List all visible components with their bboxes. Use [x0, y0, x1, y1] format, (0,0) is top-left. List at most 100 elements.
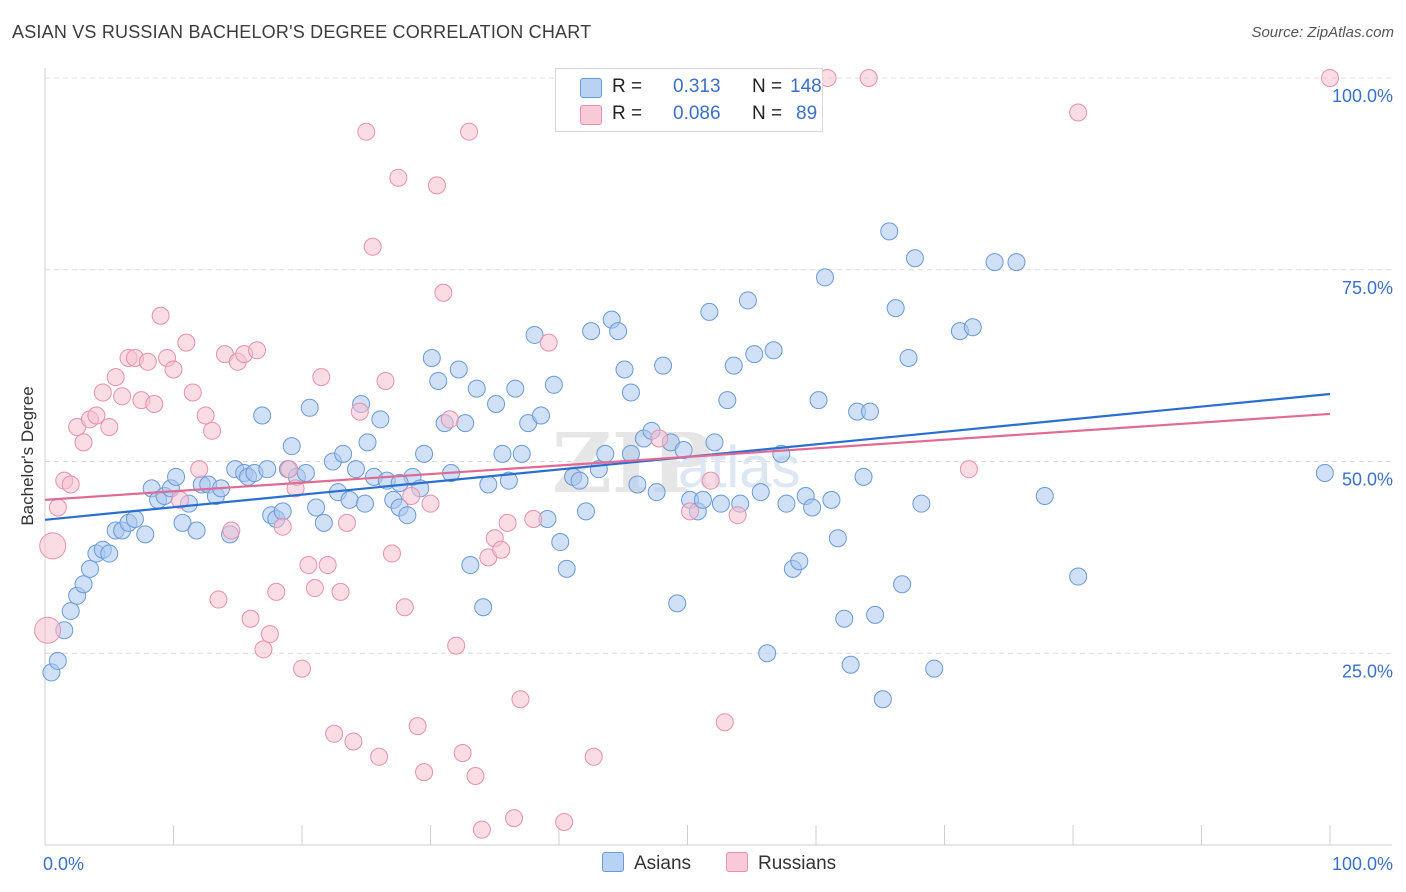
bottom-legend-asians[interactable]: Asians [602, 852, 691, 875]
russian-point-38 [280, 460, 299, 479]
asian-point-19 [167, 467, 186, 486]
asian-point-85 [582, 322, 601, 341]
asian-point-73 [506, 379, 525, 398]
asian-point-61 [429, 371, 448, 390]
russian-point-0 [34, 616, 62, 644]
asian-point-5 [74, 575, 93, 594]
russian-point-48 [344, 732, 363, 751]
asian-point-89 [609, 322, 628, 341]
russian-point-23 [183, 383, 202, 402]
asian-point-147 [355, 494, 374, 513]
y-tick-label-2: 75.0% [1342, 278, 1393, 298]
russian-point-29 [222, 521, 241, 540]
russian-point-59 [415, 763, 434, 782]
russian-point-83 [728, 506, 747, 525]
russians-legend-label: Russians [758, 853, 837, 874]
russian-point-73 [505, 809, 524, 828]
asian-point-59 [415, 444, 434, 463]
asian-point-142 [1035, 487, 1054, 506]
russian-point-20 [164, 360, 183, 379]
asian-point-129 [866, 605, 885, 624]
russian-trendline [44, 412, 1331, 501]
y-tick-label-0: 25.0% [1342, 661, 1393, 681]
asian-point-107 [724, 356, 743, 375]
asian-point-81 [557, 559, 576, 578]
gridlines [45, 77, 1395, 654]
bottom-legend-russians[interactable]: Russians [726, 852, 836, 875]
russian-point-88 [1321, 69, 1339, 87]
y-tick-label-1: 50.0% [1342, 470, 1393, 490]
russian-point-75 [524, 510, 543, 529]
asian-point-9 [100, 544, 119, 563]
asian-point-109 [738, 291, 757, 310]
russian-point-1 [39, 532, 67, 560]
asian-point-106 [718, 391, 737, 410]
asian-point-43 [314, 513, 333, 532]
chart-title: ASIAN VS RUSSIAN BACHELOR'S DEGREE CORRE… [12, 22, 592, 42]
russian-point-47 [337, 513, 356, 532]
asian-point-42 [307, 498, 326, 517]
trendlines [44, 392, 1331, 521]
asian-point-124 [835, 609, 854, 628]
asian-point-46 [334, 444, 353, 463]
russian-point-76 [539, 333, 558, 352]
russians-swatch [580, 105, 602, 125]
russian-point-25 [196, 406, 215, 425]
asian-point-98 [668, 594, 687, 613]
asian-point-128 [860, 402, 879, 421]
asian-point-141 [1007, 253, 1026, 272]
russian-point-86 [959, 460, 978, 479]
russian-point-40 [293, 659, 311, 678]
russian-point-78 [584, 747, 603, 766]
asian-point-90 [615, 360, 634, 379]
asian-point-76 [525, 325, 544, 344]
tick-labels: 25.0% 50.0% 75.0% 100.0% 0.0% 100.0% [43, 86, 1393, 874]
russian-point-11 [106, 368, 125, 387]
asian-point-67 [467, 379, 486, 398]
asian-point-125 [841, 655, 860, 674]
asians-swatch [580, 78, 602, 98]
asian-point-127 [854, 467, 873, 486]
asian-point-121 [815, 268, 834, 287]
asian-point-36 [273, 502, 292, 521]
asian-point-110 [745, 345, 764, 364]
asian-point-104 [705, 433, 724, 452]
asian-point-1 [48, 651, 67, 670]
russians-n-label: N = [752, 103, 783, 124]
russian-point-72 [498, 513, 517, 532]
russian-point-37 [273, 517, 292, 536]
asian-point-65 [456, 414, 475, 433]
asian-point-70 [487, 394, 506, 413]
asian-point-56 [398, 506, 417, 525]
asian-point-133 [893, 575, 912, 594]
asians-n-label: N = [752, 76, 783, 97]
asian-point-105 [711, 494, 730, 513]
asian-point-113 [764, 341, 783, 360]
asian-point-115 [777, 494, 796, 513]
asian-point-13 [125, 510, 144, 529]
russian-point-67 [466, 766, 485, 785]
asian-point-137 [925, 659, 944, 678]
russian-point-81 [701, 471, 720, 490]
russian-point-2 [48, 498, 67, 517]
asian-point-52 [371, 410, 390, 429]
asian-point-6 [80, 559, 99, 578]
asian-point-69 [479, 475, 498, 494]
asian-point-119 [803, 498, 822, 517]
russian-point-16 [138, 352, 157, 371]
russian-point-24 [190, 460, 209, 479]
russian-point-56 [395, 598, 414, 617]
asian-point-102 [693, 490, 712, 509]
stats-legend: R = 0.313 N = 148 R = 0.086 N = 89 [555, 68, 823, 132]
russian-point-62 [434, 283, 453, 302]
asian-point-103 [700, 302, 719, 321]
asians-legend-swatch [602, 852, 624, 872]
asian-point-33 [258, 460, 277, 479]
asian-point-117 [790, 552, 809, 571]
asians-legend-label: Asians [634, 853, 692, 874]
asians-r-label: R = [612, 76, 643, 97]
russian-point-17 [145, 394, 164, 413]
russian-point-54 [382, 544, 401, 563]
asian-point-14 [136, 525, 155, 544]
russian-point-52 [370, 747, 389, 766]
